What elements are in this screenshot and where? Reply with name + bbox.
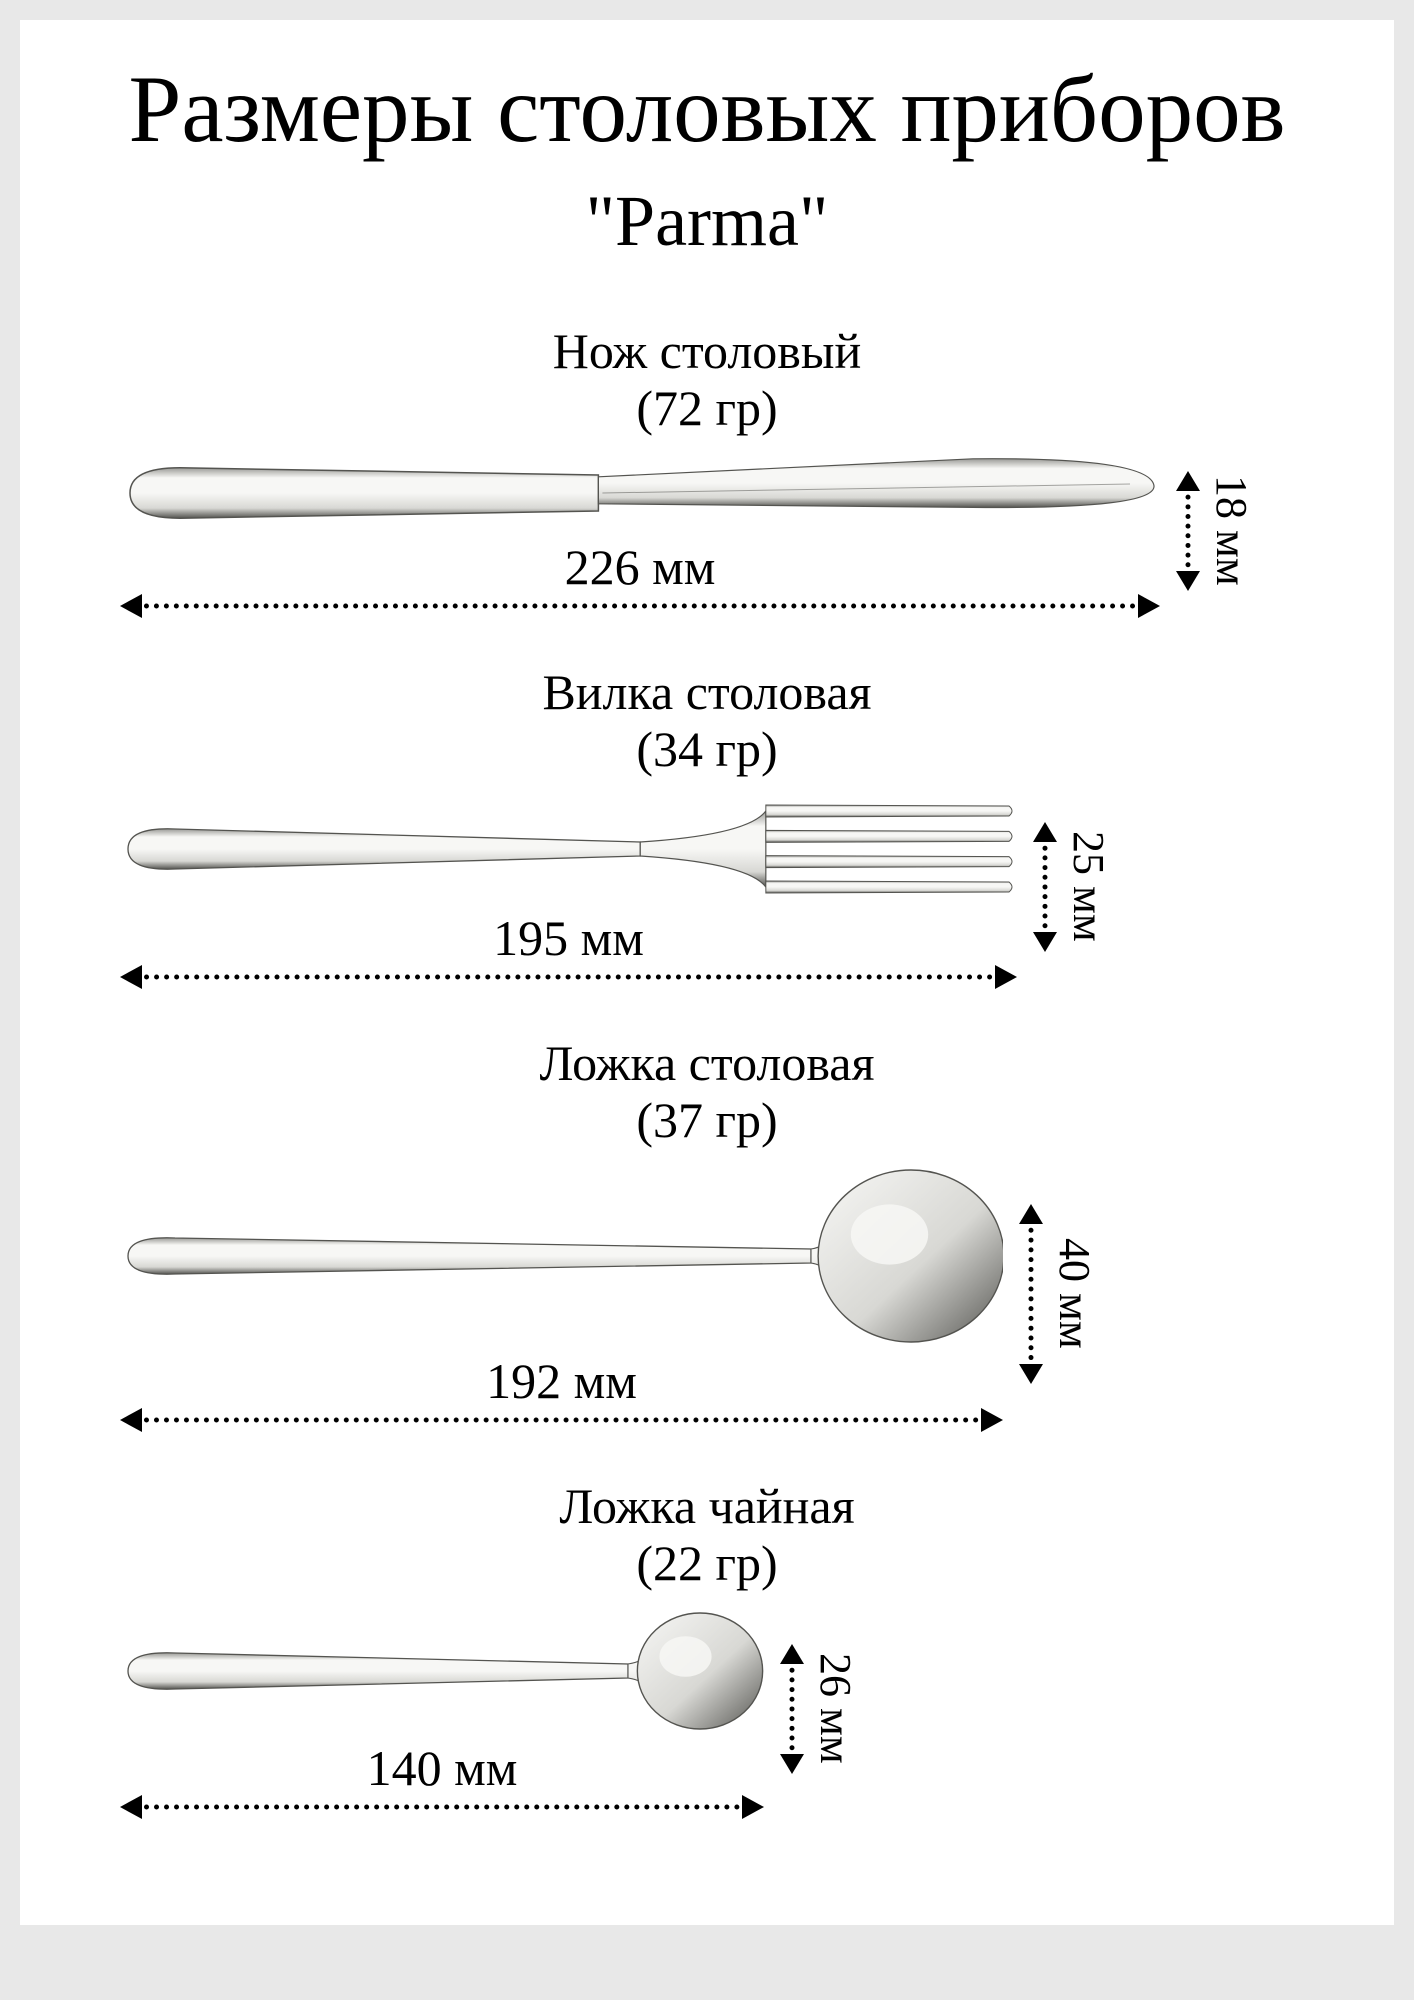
infographic-page: Размеры столовых приборов "Parma" Нож ст… <box>20 20 1394 1925</box>
item-weight: (34 гр) <box>80 721 1334 779</box>
item-header: Ложка чайная (22 гр) <box>80 1478 1334 1593</box>
item-weight: (22 гр) <box>80 1535 1334 1593</box>
item-header: Вилка столовая (34 гр) <box>80 664 1334 779</box>
width-label: 40 мм <box>1049 1238 1100 1349</box>
item-name: Ложка чайная <box>80 1478 1334 1536</box>
item-header: Нож столовый (72 гр) <box>80 323 1334 438</box>
width-arrow <box>1037 822 1053 952</box>
utensil-graphic <box>120 1160 1003 1352</box>
length-label: 195 мм <box>120 909 1017 967</box>
length-label: 140 мм <box>120 1739 764 1797</box>
length-arrow <box>120 969 1017 985</box>
item-name: Нож столовый <box>80 323 1334 381</box>
width-label: 26 мм <box>810 1653 861 1764</box>
knife-icon <box>120 448 1160 538</box>
item-weight: (72 гр) <box>80 380 1334 438</box>
item-name: Вилка столовая <box>80 664 1334 722</box>
collection-name: "Parma" <box>80 180 1334 263</box>
length-label: 192 мм <box>120 1352 1003 1410</box>
utensil-graphic <box>120 448 1160 538</box>
width-arrow <box>784 1644 800 1774</box>
items-list: Нож столовый (72 гр) 226 мм <box>80 323 1334 1815</box>
cutlery-item: Вилка столовая (34 гр) 195 мм <box>80 664 1334 985</box>
length-arrow <box>120 598 1160 614</box>
spoon-icon <box>120 1160 1003 1352</box>
cutlery-item: Нож столовый (72 гр) 226 мм <box>80 323 1334 614</box>
spoon-icon <box>120 1603 764 1739</box>
item-header: Ложка столовая (37 гр) <box>80 1035 1334 1150</box>
length-arrow <box>120 1412 1003 1428</box>
length-arrow <box>120 1799 764 1815</box>
cutlery-item: Ложка столовая (37 гр) 192 мм <box>80 1035 1334 1428</box>
item-name: Ложка столовая <box>80 1035 1334 1093</box>
width-arrow <box>1023 1204 1039 1384</box>
width-label: 25 мм <box>1063 831 1114 942</box>
utensil-graphic <box>120 1603 764 1739</box>
fork-icon <box>120 789 1017 909</box>
page-title: Размеры столовых приборов <box>80 60 1334 160</box>
width-arrow <box>1180 471 1196 591</box>
width-label: 18 мм <box>1206 475 1257 586</box>
item-weight: (37 гр) <box>80 1092 1334 1150</box>
utensil-graphic <box>120 789 1017 909</box>
length-label: 226 мм <box>120 538 1160 596</box>
cutlery-item: Ложка чайная (22 гр) 140 мм <box>80 1478 1334 1815</box>
